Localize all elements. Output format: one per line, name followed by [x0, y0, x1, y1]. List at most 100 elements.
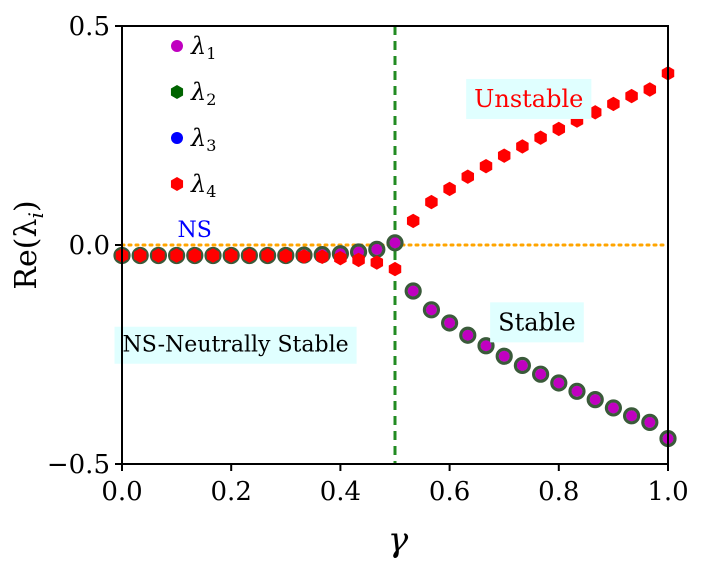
- legend: λ1 λ2 λ3 λ4: [170, 32, 216, 201]
- point-lambda-2-22: [513, 356, 531, 375]
- x-tick-label-3: 0.6: [429, 477, 470, 507]
- series-lambda-4: [115, 66, 675, 277]
- point-lambda-4-14: [370, 255, 384, 270]
- point-lambda-4-11: [315, 249, 329, 265]
- y-axis-label-subscript: i: [24, 212, 48, 218]
- point-lambda-1-24: [553, 377, 565, 389]
- point-lambda-4-17: [425, 194, 438, 210]
- point-lambda-2-29: [641, 413, 659, 431]
- stable-label: Stable: [498, 308, 576, 336]
- point-lambda-4-4: [188, 248, 202, 263]
- point-lambda-1-26: [589, 394, 601, 406]
- point-lambda-1-25: [571, 385, 583, 397]
- point-lambda-1-14: [371, 243, 383, 255]
- point-lambda-2-21: [495, 347, 513, 365]
- point-lambda-2-24: [550, 374, 568, 392]
- point-lambda-2-20: [477, 337, 495, 355]
- point-lambda-2-28: [622, 407, 641, 425]
- point-lambda-1-27: [607, 402, 619, 414]
- point-lambda-4-26: [588, 105, 602, 120]
- legend-label-lambda-3: λ3: [190, 124, 216, 155]
- ns-label: NS: [177, 218, 211, 243]
- legend-label-lambda-4: λ4: [190, 170, 216, 201]
- point-lambda-4-16: [406, 213, 420, 229]
- point-lambda-2-18: [441, 314, 459, 332]
- point-lambda-4-13: [352, 252, 365, 268]
- legend-label-lambda-1: λ1: [190, 32, 216, 63]
- point-lambda-1-20: [480, 340, 492, 352]
- point-lambda-1-19: [462, 329, 474, 341]
- point-lambda-1-16: [407, 285, 419, 297]
- x-axis-label: γ: [388, 520, 409, 560]
- y-axis-label: Re(λi): [9, 200, 48, 289]
- point-lambda-2-19: [459, 326, 477, 344]
- ns-neutrally-stable-label: NS-Neutrally Stable: [122, 333, 348, 358]
- point-lambda-1-22: [516, 359, 528, 371]
- point-lambda-4-9: [279, 248, 293, 264]
- point-lambda-4-19: [461, 169, 475, 184]
- point-lambda-2-23: [532, 365, 550, 383]
- x-tick-label-4: 0.8: [538, 477, 579, 507]
- unstable-label-box: [466, 78, 592, 119]
- point-lambda-1-28: [626, 410, 638, 422]
- legend-label-lambda-2: λ2: [190, 78, 216, 109]
- point-lambda-4-1: [133, 248, 147, 263]
- legend-marker-lambda-3: [171, 132, 183, 144]
- legend-marker-lambda-2: [170, 85, 184, 99]
- point-lambda-2-15: [386, 234, 404, 252]
- point-lambda-4-6: [224, 248, 238, 263]
- unstable-label-group: Unstable: [466, 78, 592, 119]
- legend-marker-lambda-4: [170, 177, 184, 191]
- y-tick-label-1: 0.0: [69, 231, 110, 261]
- x-tick-label-2: 0.4: [320, 477, 361, 507]
- point-lambda-4-15: [388, 261, 402, 277]
- point-lambda-2-26: [586, 391, 604, 409]
- annotations: Unstable Stable NS-Neutrally Stable NS: [114, 78, 592, 364]
- y-axis-label-main: Re(λ: [9, 219, 44, 290]
- y-tick-label-2: 0.5: [69, 12, 110, 42]
- point-lambda-2-17: [422, 301, 441, 319]
- point-lambda-4-29: [643, 82, 657, 97]
- point-lambda-4-27: [607, 96, 620, 112]
- point-lambda-1-17: [425, 304, 437, 316]
- point-lambda-4-18: [443, 181, 456, 197]
- point-lambda-4-28: [625, 88, 638, 104]
- point-lambda-4-24: [552, 121, 566, 137]
- point-lambda-4-10: [297, 249, 311, 264]
- point-lambda-2-27: [604, 399, 623, 417]
- point-lambda-4-8: [261, 248, 274, 263]
- legend-item-lambda-3: λ3: [171, 124, 216, 155]
- point-lambda-4-3: [170, 248, 183, 263]
- point-lambda-2-25: [568, 382, 586, 400]
- point-lambda-1-15: [389, 237, 401, 249]
- unstable-label: Unstable: [474, 85, 583, 113]
- point-lambda-4-7: [243, 248, 256, 263]
- x-tick-label-0: 0.0: [101, 477, 142, 507]
- y-tick-label-0: −0.5: [47, 450, 110, 480]
- point-lambda-4-23: [534, 130, 547, 145]
- point-lambda-1-23: [535, 368, 547, 380]
- point-lambda-1-18: [444, 317, 456, 329]
- stable-label-group: Stable: [490, 302, 584, 343]
- point-lambda-1-29: [644, 416, 656, 428]
- point-lambda-1-21: [498, 350, 510, 362]
- ns-neutrally-stable-label-group: NS-Neutrally Stable: [114, 326, 357, 364]
- point-lambda-2-16: [404, 282, 422, 300]
- point-lambda-4-22: [516, 139, 529, 154]
- point-lambda-4-2: [152, 248, 165, 263]
- x-tick-label-5: 1.0: [647, 477, 688, 507]
- x-tick-label-1: 0.2: [211, 477, 252, 507]
- point-lambda-4-5: [206, 248, 220, 263]
- point-lambda-4-20: [479, 158, 493, 174]
- point-lambda-4-12: [334, 250, 347, 266]
- point-lambda-4-21: [497, 148, 511, 163]
- y-axis-label-close: ): [9, 200, 44, 212]
- legend-item-lambda-2: λ2: [170, 78, 216, 109]
- legend-item-lambda-4: λ4: [170, 170, 216, 201]
- stable-label-box: [490, 302, 584, 343]
- ns-neutrally-stable-label-box: [114, 326, 357, 364]
- legend-marker-lambda-1: [171, 40, 183, 52]
- legend-item-lambda-1: λ1: [171, 32, 216, 63]
- data-markers: [113, 66, 677, 448]
